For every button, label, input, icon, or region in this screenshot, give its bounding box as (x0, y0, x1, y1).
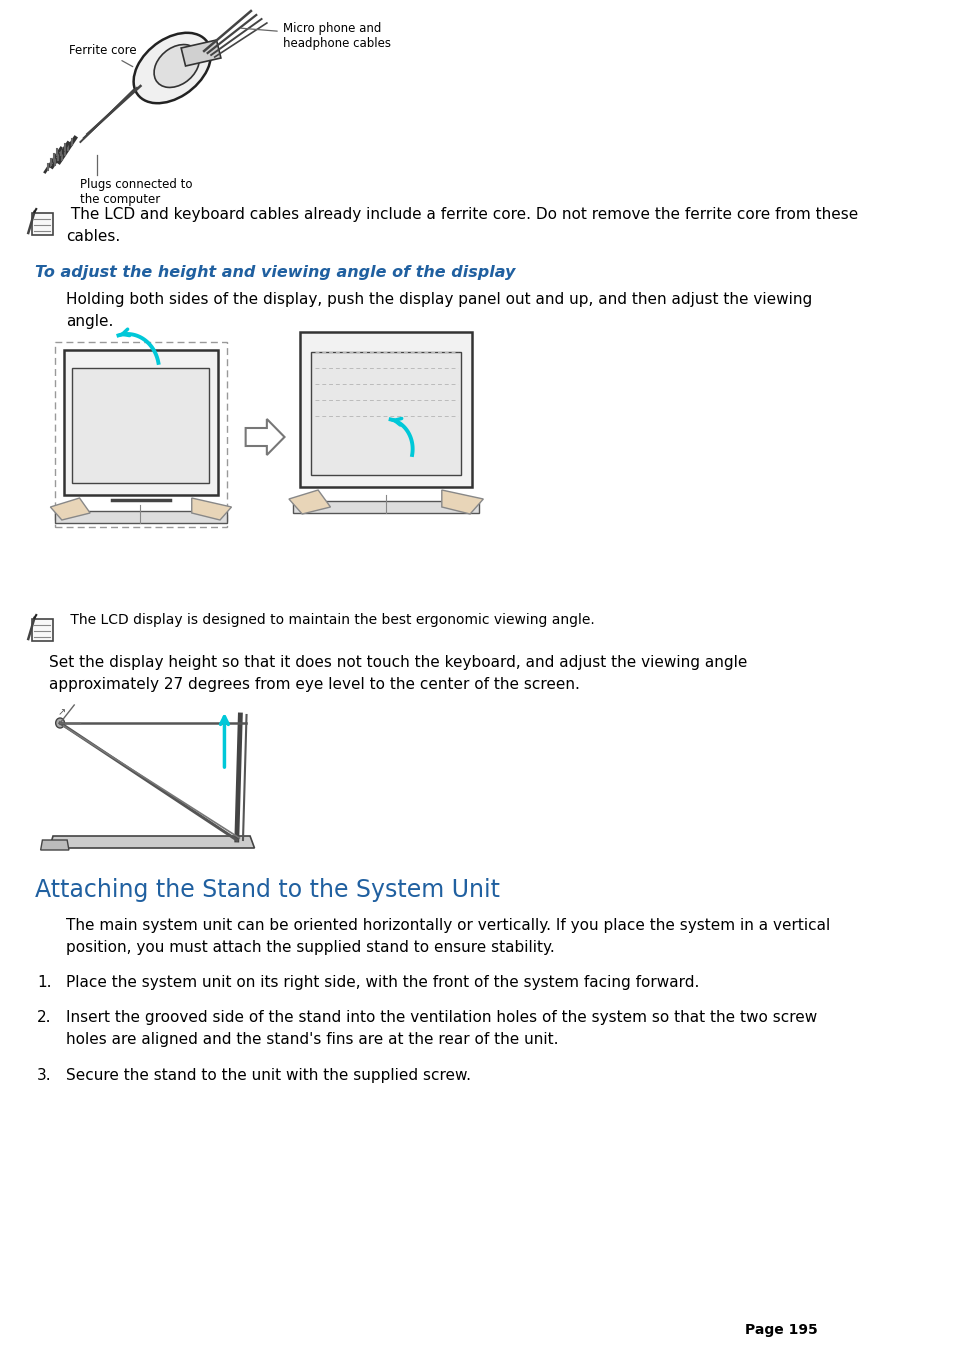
Text: Secure the stand to the unit with the supplied screw.: Secure the stand to the unit with the su… (66, 1069, 471, 1084)
Polygon shape (441, 490, 483, 513)
Text: Micro phone and
headphone cables: Micro phone and headphone cables (241, 22, 391, 50)
Text: 3.: 3. (37, 1069, 51, 1084)
Bar (300, 332, 472, 486)
Text: Set the display height so that it does not touch the keyboard, and adjust the vi: Set the display height so that it does n… (49, 655, 746, 692)
Text: Attaching the Stand to the System Unit: Attaching the Stand to the System Unit (35, 878, 499, 902)
Bar (31, 213, 53, 235)
Bar (72, 367, 210, 484)
Text: Ferrite core: Ferrite core (69, 43, 136, 66)
Circle shape (55, 717, 65, 728)
Bar (54, 511, 227, 523)
Text: The main system unit can be oriented horizontally or vertically. If you place th: The main system unit can be oriented hor… (66, 917, 830, 955)
Polygon shape (289, 490, 330, 513)
Ellipse shape (153, 45, 199, 88)
Text: ↗: ↗ (57, 707, 66, 717)
Text: 2.: 2. (37, 1011, 51, 1025)
Text: Insert the grooved side of the stand into the ventilation holes of the system so: Insert the grooved side of the stand int… (66, 1011, 817, 1047)
Bar (311, 353, 460, 476)
Text: Holding both sides of the display, push the display panel out and up, and then a: Holding both sides of the display, push … (66, 292, 812, 328)
Text: The LCD display is designed to maintain the best ergonomic viewing angle.: The LCD display is designed to maintain … (66, 613, 595, 627)
Text: Place the system unit on its right side, with the front of the system facing for: Place the system unit on its right side,… (66, 975, 699, 990)
Polygon shape (181, 41, 221, 66)
Polygon shape (192, 499, 232, 520)
Text: The LCD and keyboard cables already include a ferrite core. Do not remove the fe: The LCD and keyboard cables already incl… (66, 207, 858, 243)
Polygon shape (41, 840, 69, 850)
Text: Page 195: Page 195 (744, 1323, 818, 1337)
Bar (31, 619, 53, 640)
Bar (64, 350, 218, 494)
Bar (294, 501, 478, 513)
Text: 1.: 1. (37, 975, 51, 990)
Ellipse shape (133, 32, 211, 103)
Text: Plugs connected to
the computer: Plugs connected to the computer (79, 178, 192, 205)
Polygon shape (51, 499, 90, 520)
Polygon shape (50, 836, 254, 848)
Bar (54, 342, 227, 527)
Text: To adjust the height and viewing angle of the display: To adjust the height and viewing angle o… (35, 265, 516, 280)
